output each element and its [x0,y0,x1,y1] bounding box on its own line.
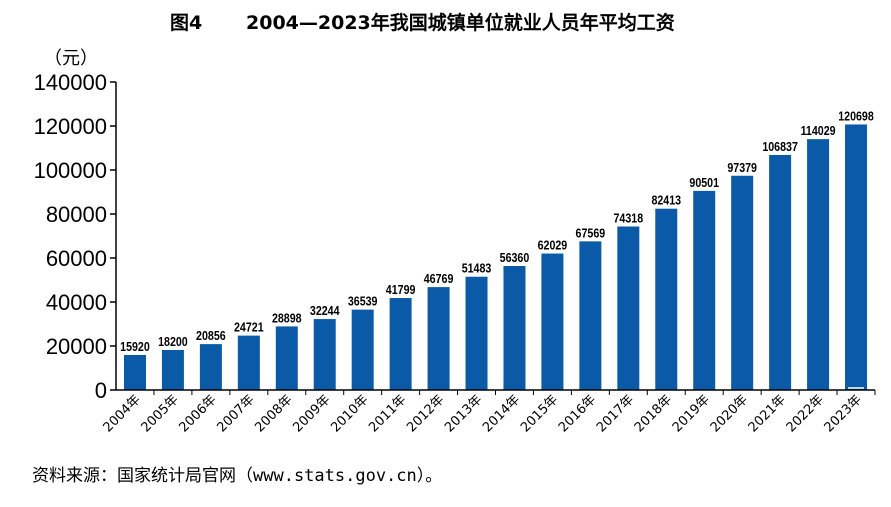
data-label: 18200 [158,334,188,349]
data-label: 90501 [689,175,719,190]
x-tick-label: 2007年 [214,392,257,435]
y-tick-label: 40000 [46,290,107,315]
data-label: 74318 [614,210,644,225]
axes-group [115,82,876,395]
bar [275,326,298,390]
x-tick-label: 2021年 [746,392,789,435]
x-tick-label: 2019年 [670,392,713,435]
bar [579,241,602,390]
y-ticks-group: 0 20000 40000 60000 80000 100000 120000 140000 [34,70,116,403]
bar [161,349,184,390]
x-tick-label: 2022年 [784,392,827,435]
data-label: 97379 [727,160,757,175]
bar [465,276,488,390]
bar [617,226,640,390]
data-label: 120698 [838,108,874,123]
data-label: 32244 [310,303,340,318]
x-tick-label: 2011年 [366,392,409,435]
bars-group [123,124,868,390]
x-tick-label: 2016年 [556,392,599,435]
bar [807,139,830,390]
bar-chart: 15920 18200 20856 24721 28898 32244 36539 41799… [34,70,876,435]
data-label: 41799 [386,282,416,297]
data-label: 46769 [424,271,454,286]
x-tick-label: 2017年 [594,392,637,435]
bar [655,208,678,390]
data-label: 106837 [762,139,798,154]
data-label: 36539 [348,294,378,309]
x-tick-label: 2010年 [328,392,371,435]
data-label: 82413 [651,193,681,208]
y-tick-label: 80000 [46,202,107,227]
chart-title: 2004—2023年我国城镇单位就业人员年平均工资 [246,12,675,34]
x-tick-label: 2018年 [632,392,675,435]
data-labels-group: 15920 18200 20856 24721 28898 32244 36539 41799… [120,108,874,354]
data-label: 28898 [272,310,302,325]
bar [769,154,792,390]
x-tick-label: 2008年 [252,392,295,435]
data-label: 24721 [234,320,264,335]
data-label: 51483 [462,261,492,276]
data-label: 56360 [500,250,530,265]
x-tick-label: 2009年 [290,392,333,435]
figure-number: 图4 [170,12,203,34]
data-label: 114029 [801,123,836,138]
x-tick-label: 2012年 [404,392,447,435]
y-tick-label: 100000 [34,158,107,183]
bar [427,287,450,390]
y-tick-label: 140000 [34,70,107,95]
bar [351,309,374,390]
x-tick-label: 2013年 [442,392,485,435]
y-axis-unit-label: （元） [44,48,98,69]
x-labels-group: 2004年2005年2006年2007年2008年2009年2010年2011年… [101,392,865,435]
x-tick-label: 2020年 [708,392,751,435]
bar [199,344,222,390]
x-tick-label: 2014年 [480,392,523,435]
x-tick-label: 2015年 [518,392,561,435]
bar [503,266,526,390]
y-tick-label: 60000 [46,246,107,271]
y-tick-label: 120000 [34,114,107,139]
x-tick-label: 2006年 [177,392,220,435]
x-tick-label: 2004年 [101,392,144,435]
bar [123,354,146,390]
y-tick-label: 0 [95,378,107,403]
data-label: 67569 [576,225,606,240]
bar [389,298,412,390]
bar [237,335,260,390]
x-tick-label: 2005年 [139,392,182,435]
source-note: 资料来源：国家统计局官网（www.stats.gov.cn）。 [32,466,443,486]
data-label: 20856 [196,328,226,343]
bar [845,124,868,390]
x-tick-label: 2023年 [822,392,865,435]
bar [541,253,564,390]
bar [731,175,754,390]
y-tick-label: 20000 [46,334,107,359]
data-label: 62029 [538,238,568,253]
bar [313,319,336,390]
data-label: 15920 [120,339,150,354]
bar [693,190,716,390]
